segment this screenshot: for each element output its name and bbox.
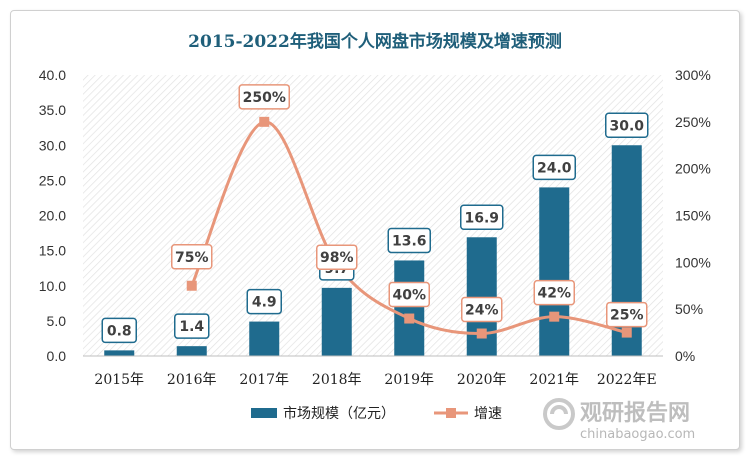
bar-value-label-box	[174, 313, 210, 339]
y-left-tick-label: 35.0	[39, 102, 66, 118]
y-left-tick-label: 10.0	[39, 278, 66, 294]
growth-point	[621, 327, 632, 338]
y-left-tick-label: 15.0	[39, 243, 66, 259]
growth-point	[476, 328, 487, 339]
growth-line	[190, 120, 628, 336]
bar-value-label: 30.0	[609, 118, 644, 134]
growth-label-box	[316, 244, 358, 270]
growth-label-box	[238, 84, 290, 110]
growth-label: 25%	[610, 308, 644, 324]
x-tick-label: 2018年	[312, 372, 362, 388]
watermark: 观研报告网 chinabaogao.com	[543, 398, 695, 442]
bar-value-label: 1.4	[179, 319, 204, 335]
y-left-tick-label: 25.0	[39, 172, 66, 188]
y-right-tick-label: 250%	[675, 114, 711, 130]
watermark-url: chinabaogao.com	[580, 427, 695, 442]
x-tick-label: 2022年E	[597, 372, 657, 388]
y-left-tick-label: 40.0	[39, 67, 66, 83]
bar-value-label-box	[246, 288, 282, 315]
growth-label-box	[533, 279, 575, 306]
bar-value-label-box	[605, 112, 649, 138]
legend: 市场规模（亿元） 增速	[251, 405, 502, 422]
x-tick-label: 2016年	[167, 372, 217, 388]
y-right-tick-label: 150%	[675, 208, 711, 224]
x-tick-label: 2015年	[94, 372, 144, 388]
legend-line-marker	[446, 408, 456, 418]
plot-area	[83, 75, 663, 356]
growth-point	[186, 280, 197, 291]
y-right-tick-label: 100%	[675, 254, 711, 270]
bar-value-label: 4.9	[252, 295, 277, 311]
growth-point	[259, 116, 270, 127]
legend-line-label: 增速	[474, 406, 502, 422]
growth-label-box	[606, 301, 648, 328]
x-tick-label: 2019年	[384, 372, 434, 388]
growth-label: 98%	[320, 250, 354, 266]
bar	[539, 187, 570, 356]
growth-label: 42%	[537, 286, 571, 302]
y-right-tick-label: 300%	[675, 67, 711, 83]
growth-label-box	[461, 296, 503, 323]
growth-point	[404, 313, 415, 324]
bar	[249, 321, 280, 356]
x-tick-label: 2021年	[529, 372, 579, 388]
y-left-tick-label: 30.0	[39, 137, 66, 153]
growth-label: 24%	[465, 303, 499, 319]
chart-title: 2015-2022年我国个人网盘市场规模及增速预测	[188, 31, 562, 52]
watermark-brand: 观研报告网	[580, 401, 690, 426]
bar	[394, 260, 425, 356]
bar-value-label: 13.6	[392, 233, 427, 249]
bar	[321, 287, 352, 356]
bar	[104, 350, 135, 356]
legend-bar-swatch	[251, 408, 277, 418]
watermark-logo-icon	[543, 398, 575, 430]
bar-value-label-box	[532, 154, 576, 181]
bar-value-label: 24.0	[537, 160, 572, 176]
bar-value-label: 16.9	[464, 210, 499, 226]
y-left-tick-label: 5.0	[47, 313, 67, 329]
x-tick-label: 2017年	[239, 372, 289, 388]
bar	[176, 346, 207, 356]
y-left-tick-label: 0.0	[47, 348, 67, 364]
bar-value-label-box	[101, 317, 137, 344]
y-left-tick-label: 20.0	[39, 208, 66, 224]
growth-label-box	[388, 281, 430, 308]
growth-label-box	[171, 244, 213, 270]
growth-label: 250%	[243, 90, 286, 106]
growth-label: 75%	[175, 250, 209, 266]
growth-point	[549, 311, 560, 322]
bar-value-label-box	[387, 227, 431, 254]
y-right-tick-label: 50%	[675, 301, 703, 317]
bar-value-label-box	[460, 204, 504, 231]
growth-label: 40%	[392, 288, 426, 304]
legend-bar-label: 市场规模（亿元）	[283, 405, 395, 422]
y-right-tick-label: 200%	[675, 161, 711, 177]
x-tick-label: 2020年	[457, 372, 507, 388]
y-right-tick-label: 0%	[675, 348, 695, 364]
bar-value-label: 0.8	[107, 323, 132, 339]
